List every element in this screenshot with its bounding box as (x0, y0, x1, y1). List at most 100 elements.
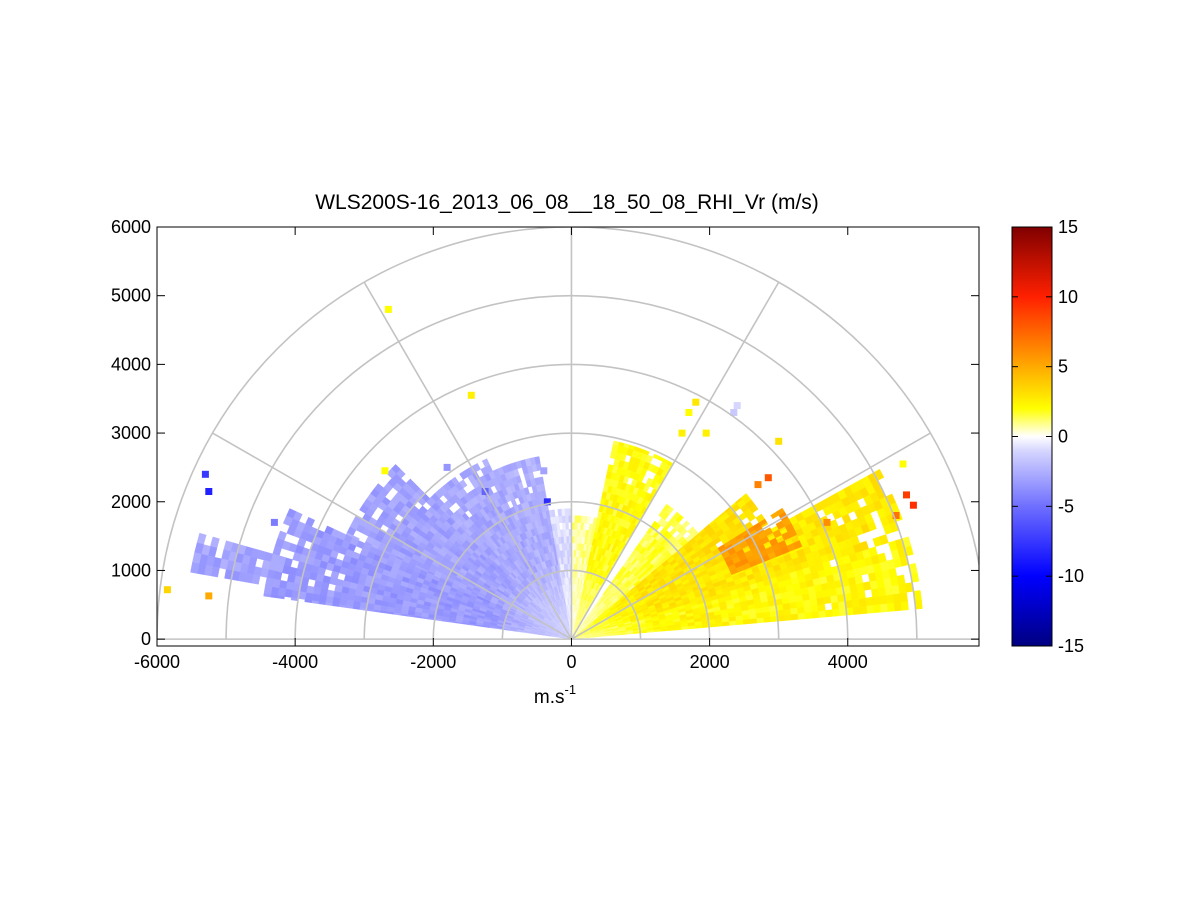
x-axis-label-base: m.s (534, 687, 565, 708)
x-tick-label: -2000 (410, 652, 456, 672)
velocity-cell (853, 607, 861, 615)
velocity-cell (805, 612, 813, 619)
velocity-cell-isolated (381, 467, 388, 474)
colorbar-tick-label: 5 (1058, 357, 1068, 377)
velocity-cell (819, 610, 827, 617)
velocity-cell (797, 607, 805, 614)
y-tick-label: 6000 (111, 217, 151, 237)
velocity-cell-isolated (734, 402, 741, 409)
velocity-cell (885, 586, 893, 595)
velocity-cell (818, 604, 826, 611)
y-tick-label: 2000 (111, 492, 151, 512)
velocity-cell (784, 614, 792, 620)
velocity-cell-isolated (765, 474, 772, 481)
velocity-cell (577, 529, 580, 536)
velocity-cell (578, 516, 582, 523)
velocity-cell (873, 604, 881, 613)
velocity-cell (860, 606, 868, 614)
velocity-cell (326, 596, 334, 603)
velocity-cell (879, 595, 887, 604)
velocity-cell (825, 610, 833, 617)
velocity-cell-isolated (164, 586, 171, 593)
x-tick-label: 0 (566, 652, 576, 672)
velocity-cell-isolated (775, 438, 782, 445)
x-tick-label: -6000 (134, 652, 180, 672)
velocity-cell (757, 617, 764, 623)
velocity-cell-isolated (692, 399, 699, 406)
velocity-cell (851, 592, 859, 600)
velocity-cell-isolated (205, 488, 212, 495)
colorbar-tick-label: 0 (1058, 427, 1068, 447)
velocity-cell-isolated (385, 306, 392, 313)
x-tick-label: -4000 (272, 652, 318, 672)
velocity-cell-isolated (685, 409, 692, 416)
velocity-cell-isolated (468, 392, 475, 399)
velocity-cell (573, 564, 575, 571)
velocity-cell-isolated (903, 491, 910, 498)
velocity-cell (790, 608, 798, 615)
velocity-cell (866, 597, 874, 606)
velocity-cell (811, 605, 819, 612)
velocity-cell (858, 590, 866, 599)
velocity-cell (812, 611, 820, 618)
velocity-cell-isolated (444, 464, 451, 471)
velocity-cell (886, 594, 894, 603)
velocity-cell (832, 609, 840, 617)
velocity-cell-isolated (540, 467, 547, 474)
velocity-cell-isolated (271, 519, 278, 526)
velocity-cell (574, 529, 577, 536)
x-axis-label: m.s-1 (534, 682, 576, 708)
velocity-cell (887, 603, 895, 612)
y-tick-label: 1000 (111, 560, 151, 580)
velocity-cell (574, 550, 577, 557)
velocity-cell (574, 536, 577, 543)
velocity-cell-isolated (824, 519, 831, 526)
y-tick-label: 3000 (111, 423, 151, 443)
velocity-cell-isolated (205, 592, 212, 599)
velocity-cell (339, 599, 347, 606)
x-tick-label: 2000 (690, 652, 730, 672)
velocity-cell (278, 588, 286, 597)
velocity-cell (285, 589, 293, 598)
velocity-cell (867, 605, 875, 614)
velocity-cell (897, 575, 905, 585)
y-tick-label: 4000 (111, 354, 151, 374)
velocity-cell (562, 523, 566, 530)
velocity-cell (319, 595, 327, 603)
velocity-cell (565, 509, 569, 516)
velocity-cell (264, 586, 272, 595)
colorbar-tick-label: 10 (1058, 287, 1078, 307)
velocity-cell (894, 602, 902, 611)
velocity-cell (332, 597, 340, 604)
velocity-cell (859, 598, 867, 607)
velocity-cell (817, 597, 825, 605)
colorbar-tick-label: 15 (1058, 217, 1078, 237)
velocity-cell-isolated (679, 430, 686, 437)
velocity-cell (872, 596, 880, 605)
x-tick-label: 4000 (828, 652, 868, 672)
velocity-cell-isolated (202, 471, 209, 478)
velocity-cell (893, 593, 901, 602)
y-tick-label: 5000 (111, 286, 151, 306)
velocity-cell (901, 601, 909, 610)
velocity-cell-isolated (755, 481, 762, 488)
velocity-cell (558, 509, 562, 516)
velocity-cell (574, 543, 577, 550)
velocity-cell-isolated (703, 430, 710, 437)
velocity-cell (888, 568, 897, 578)
velocity-cell (265, 578, 273, 587)
velocity-cell (824, 596, 832, 604)
velocity-cell (880, 603, 888, 612)
colorbar-tick-label: -10 (1058, 566, 1084, 586)
velocity-cell (798, 613, 806, 620)
velocity-cell (271, 587, 279, 596)
velocity-cell (575, 516, 579, 523)
velocity-cell-isolated (910, 502, 917, 509)
velocity-cell (574, 522, 577, 529)
velocity-cell-isolated (900, 461, 907, 468)
velocity-cell (312, 594, 320, 602)
x-axis-label-exponent: -1 (565, 682, 577, 697)
